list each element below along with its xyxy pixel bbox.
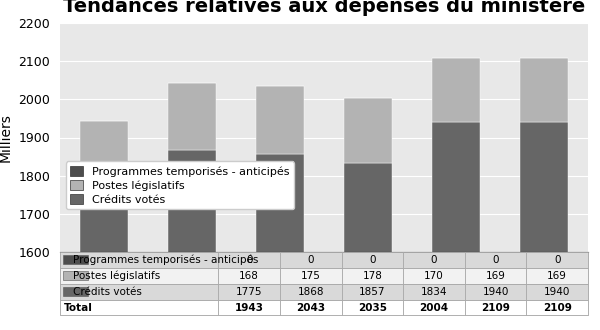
Bar [168, 150, 216, 330]
Text: 1868: 1868 [298, 287, 324, 297]
Bar [520, 58, 568, 122]
Text: 0: 0 [369, 255, 376, 265]
Text: 2004: 2004 [419, 303, 449, 313]
Text: 1943: 1943 [235, 303, 263, 313]
Bar [432, 58, 480, 122]
Text: 0: 0 [431, 255, 437, 265]
Text: 1775: 1775 [236, 287, 262, 297]
Text: Postes législatifs: Postes législatifs [73, 271, 160, 281]
Text: 169: 169 [547, 271, 567, 281]
FancyBboxPatch shape [62, 255, 88, 264]
Text: Total: Total [64, 303, 93, 313]
FancyBboxPatch shape [62, 287, 88, 296]
Text: 168: 168 [239, 271, 259, 281]
Bar [80, 185, 128, 330]
Bar [344, 98, 392, 163]
Text: 178: 178 [362, 271, 382, 281]
Text: 169: 169 [485, 271, 506, 281]
Text: 2109: 2109 [543, 303, 572, 313]
Text: 1857: 1857 [359, 287, 386, 297]
Text: 0: 0 [554, 255, 560, 265]
Text: 1940: 1940 [482, 287, 509, 297]
FancyBboxPatch shape [60, 284, 588, 300]
Text: 1940: 1940 [544, 287, 571, 297]
Text: 170: 170 [424, 271, 444, 281]
Bar [432, 122, 480, 330]
FancyBboxPatch shape [60, 300, 588, 315]
Bar [256, 154, 304, 330]
FancyBboxPatch shape [62, 271, 88, 280]
FancyBboxPatch shape [60, 268, 588, 284]
Legend: Programmes temporisés - anticipés, Postes législatifs, Crédits votés: Programmes temporisés - anticipés, Poste… [65, 161, 294, 209]
Text: 2035: 2035 [358, 303, 387, 313]
Bar [344, 163, 392, 330]
Bar [168, 83, 216, 150]
Text: Programmes temporisés - anticipés: Programmes temporisés - anticipés [73, 254, 259, 265]
Text: 175: 175 [301, 271, 321, 281]
Text: 0: 0 [308, 255, 314, 265]
Text: 1834: 1834 [421, 287, 447, 297]
Text: 2043: 2043 [296, 303, 325, 313]
Title: Tendances relatives aux dépenses du ministère: Tendances relatives aux dépenses du mini… [63, 0, 585, 16]
Text: Crédits votés: Crédits votés [73, 287, 142, 297]
FancyBboxPatch shape [60, 252, 588, 268]
Text: 0: 0 [246, 255, 253, 265]
Bar [520, 122, 568, 330]
Bar [80, 121, 128, 185]
Text: 2109: 2109 [481, 303, 510, 313]
Y-axis label: Milliers: Milliers [0, 113, 13, 162]
Text: 0: 0 [493, 255, 499, 265]
Bar [256, 86, 304, 154]
